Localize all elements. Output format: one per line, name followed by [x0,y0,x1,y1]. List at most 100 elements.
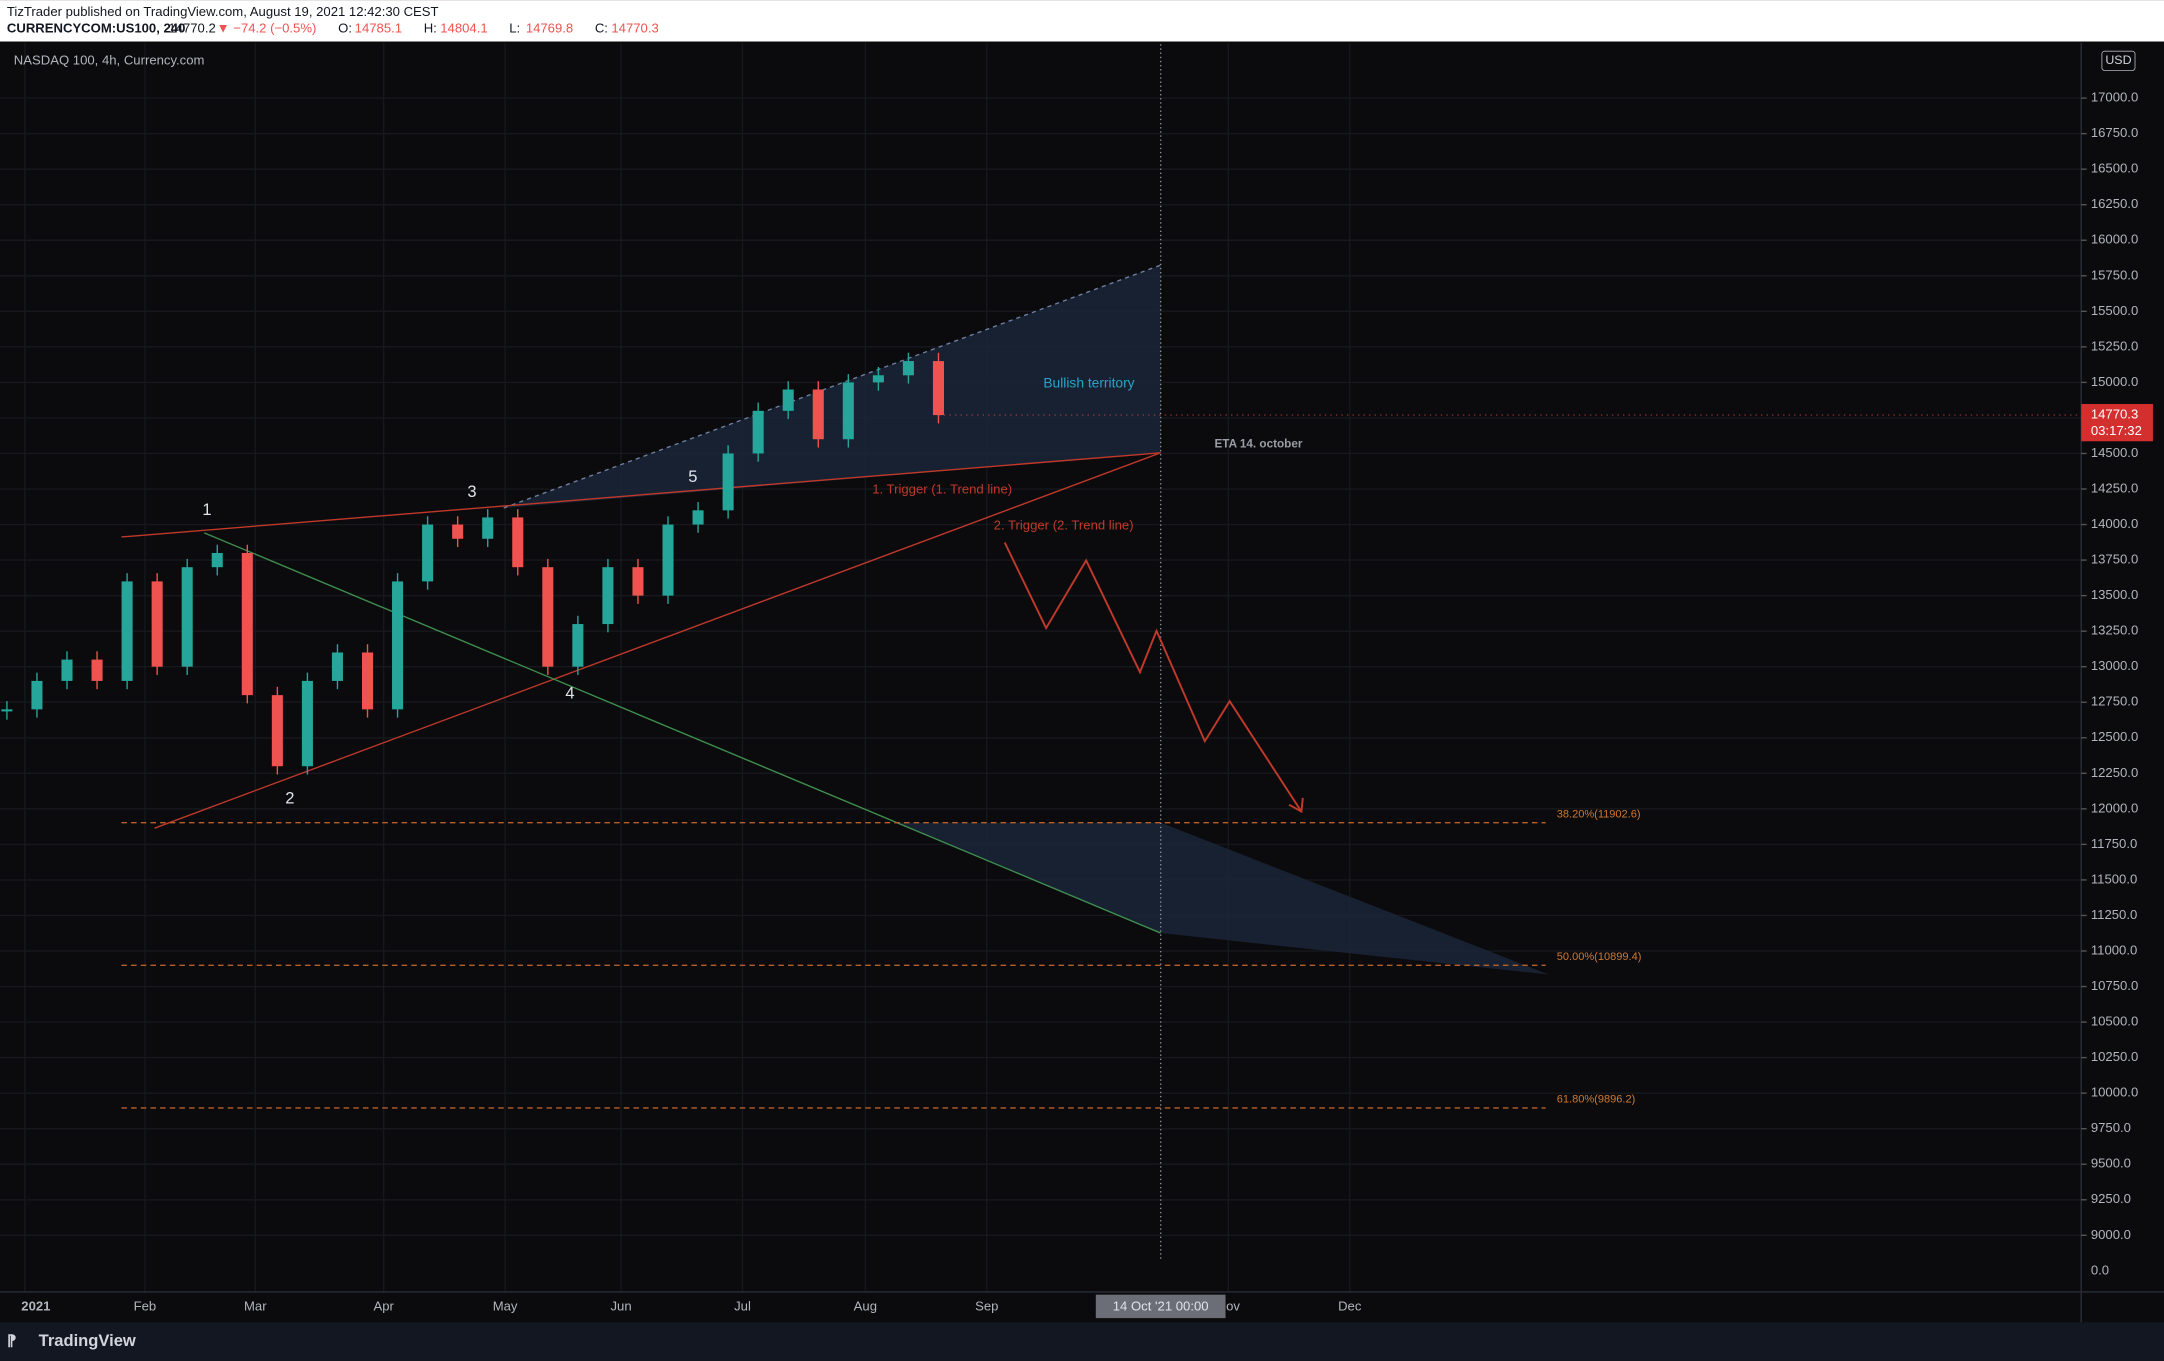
y-tick-label: 9500.0 [2091,1156,2131,1171]
currency-box[interactable] [2101,50,2136,71]
candle [932,361,944,416]
publisher: TizTrader published on TradingView.com, … [7,4,439,19]
x-tick-label: Mar [244,1299,267,1314]
candle [271,695,283,767]
change: ▼ −74.2 (−0.5%) [217,21,317,36]
y-tick-label: 11000.0 [2091,942,2137,957]
fib-label: 61.80%(9896.2) [1557,1094,1636,1106]
plot-area [0,42,2082,1292]
wave-label: 3 [467,482,476,501]
candle [842,382,854,440]
candle [722,453,734,511]
ohlc-label: L: [509,21,520,36]
y-tick-label: 15000.0 [2091,374,2138,389]
price-axis [2081,42,2164,1292]
ohlc-label: C: [595,21,608,36]
y-tick-label: 17000.0 [2091,90,2138,105]
y-tick-label: 13750.0 [2091,552,2138,567]
y-tick-label: 9250.0 [2091,1191,2131,1206]
y-tick-label: 9000.0 [2091,1227,2131,1242]
candle [121,581,133,681]
candle [392,581,404,710]
ohlc-value: 14769.8 [526,21,573,36]
x-tick-label: Aug [854,1299,877,1314]
y-tick-label: 13250.0 [2091,623,2138,638]
wave-label: 2 [285,789,294,808]
candle [61,659,73,681]
currency: USD [2105,53,2131,67]
candle [151,581,163,667]
candle [301,680,313,767]
candle [572,624,584,667]
trigger-1: 1. Trigger (1. Trend line) [872,482,1012,497]
y-tick-label: 11250.0 [2091,907,2137,922]
x-tick-label: Apr [373,1299,394,1314]
candle [31,680,43,710]
ohlc-value: 14804.1 [440,21,487,36]
trend-line-1 [121,452,1161,538]
bullish-label: Bullish territory [1043,375,1134,390]
header-bar [0,0,2164,42]
x-tick-label: Feb [134,1299,157,1314]
y-tick-label: 16500.0 [2091,161,2138,176]
last-price: 14770.2 [168,21,215,36]
ohlc-value: 14785.1 [355,21,402,36]
y-tick-label: 14250.0 [2091,480,2138,495]
countdown: 03:17:32 [2091,423,2142,438]
brand-logo: ⁋ [7,1333,17,1350]
x-tick-label: Jul [734,1299,751,1314]
candle [181,567,193,667]
candle [361,652,374,710]
chart-title: NASDAQ 100, 4h, Currency.com [14,52,205,67]
price-box [2081,404,2153,442]
axis-extra: 0.0 [2091,1263,2109,1278]
candle [482,517,494,539]
y-tick-label: 12750.0 [2091,694,2138,709]
candle [872,375,884,383]
y-tick-label: 12250.0 [2091,765,2138,780]
wave-label: 5 [688,467,697,486]
trend-line-2 [154,452,1161,829]
ohlc-label: H: [424,21,437,36]
y-tick-label: 16250.0 [2091,196,2138,211]
price-value: 14770.3 [2091,407,2138,422]
y-tick-label: 16750.0 [2091,125,2138,140]
candles [1,352,944,775]
wave-label: 4 [565,684,574,703]
y-tick-label: 12500.0 [2091,729,2138,744]
y-tick-label: 11750.0 [2091,836,2137,851]
crosshair-time: 14 Oct '21 00:00 [1113,1299,1209,1314]
zone-edge [503,264,1161,509]
candle [812,389,824,440]
y-tick-label: 13000.0 [2091,658,2138,673]
y-tick-label: 10500.0 [2091,1014,2138,1029]
candle [211,552,223,568]
candle [602,567,614,625]
ohlc-label: O: [338,21,352,36]
candle [422,524,434,582]
grid [0,42,2082,1292]
candle [782,389,794,411]
x-tick-label: Sep [975,1299,998,1314]
y-tick-label: 15750.0 [2091,267,2138,282]
x-tick-label: Dec [1338,1299,1362,1314]
candle [692,510,704,525]
candle [632,567,644,596]
y-tick-label: 10000.0 [2091,1085,2138,1100]
y-tick-label: 9750.0 [2091,1120,2131,1135]
y-tick-label: 14500.0 [2091,445,2138,460]
symbol: CURRENCYCOM:US100, 240 [7,21,185,36]
y-tick-label: 15250.0 [2091,338,2138,353]
fib-label: 50.00%(10899.4) [1557,951,1642,963]
symbol-line: CURRENCYCOM:US100, 240 14770.2 ▼ −74.2 (… [7,21,659,36]
ohlc-value: 14770.3 [611,21,658,36]
projection-path [1003,542,1303,813]
fib-levels: 38.20%(11902.6) 50.00%(10899.4) 61.80%(989… [121,808,1642,1109]
candle [241,552,253,696]
crosshair-time-box [1095,1294,1226,1319]
y-tick-label: 16000.0 [2091,232,2138,247]
candle [542,567,554,667]
y-tick-label: 10250.0 [2091,1049,2138,1064]
channel-line [203,532,1161,934]
y-tick-label: 12000.0 [2091,800,2138,815]
